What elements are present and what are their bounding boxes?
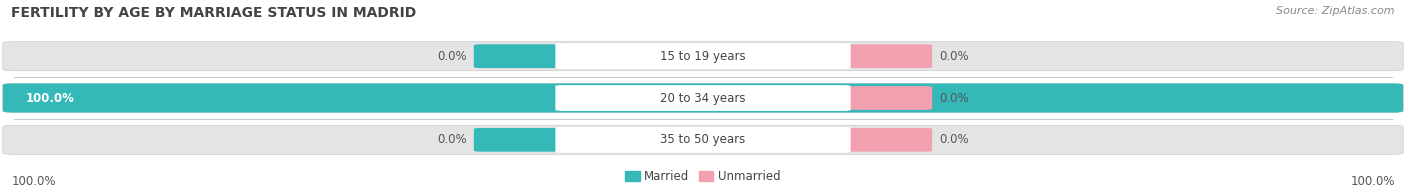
- FancyBboxPatch shape: [3, 42, 1403, 71]
- Text: 0.0%: 0.0%: [939, 92, 969, 104]
- Text: 0.0%: 0.0%: [939, 50, 969, 63]
- Text: 15 to 19 years: 15 to 19 years: [661, 50, 745, 63]
- Text: 35 to 50 years: 35 to 50 years: [661, 133, 745, 146]
- Text: 0.0%: 0.0%: [437, 133, 467, 146]
- Legend: Married, Unmarried: Married, Unmarried: [620, 166, 786, 188]
- FancyBboxPatch shape: [841, 44, 932, 68]
- Text: 0.0%: 0.0%: [939, 133, 969, 146]
- Text: 100.0%: 100.0%: [25, 92, 75, 104]
- FancyBboxPatch shape: [555, 127, 851, 153]
- Text: 100.0%: 100.0%: [11, 175, 56, 188]
- FancyBboxPatch shape: [841, 128, 932, 152]
- FancyBboxPatch shape: [474, 128, 565, 152]
- FancyBboxPatch shape: [841, 86, 932, 110]
- FancyBboxPatch shape: [3, 125, 1403, 154]
- FancyBboxPatch shape: [3, 83, 1403, 113]
- FancyBboxPatch shape: [3, 83, 1403, 113]
- Text: 20 to 34 years: 20 to 34 years: [661, 92, 745, 104]
- Text: 100.0%: 100.0%: [1350, 175, 1395, 188]
- FancyBboxPatch shape: [555, 85, 851, 111]
- Text: Source: ZipAtlas.com: Source: ZipAtlas.com: [1277, 6, 1395, 16]
- Text: 0.0%: 0.0%: [437, 50, 467, 63]
- FancyBboxPatch shape: [474, 86, 565, 110]
- Text: FERTILITY BY AGE BY MARRIAGE STATUS IN MADRID: FERTILITY BY AGE BY MARRIAGE STATUS IN M…: [11, 6, 416, 20]
- FancyBboxPatch shape: [555, 43, 851, 69]
- FancyBboxPatch shape: [474, 44, 565, 68]
